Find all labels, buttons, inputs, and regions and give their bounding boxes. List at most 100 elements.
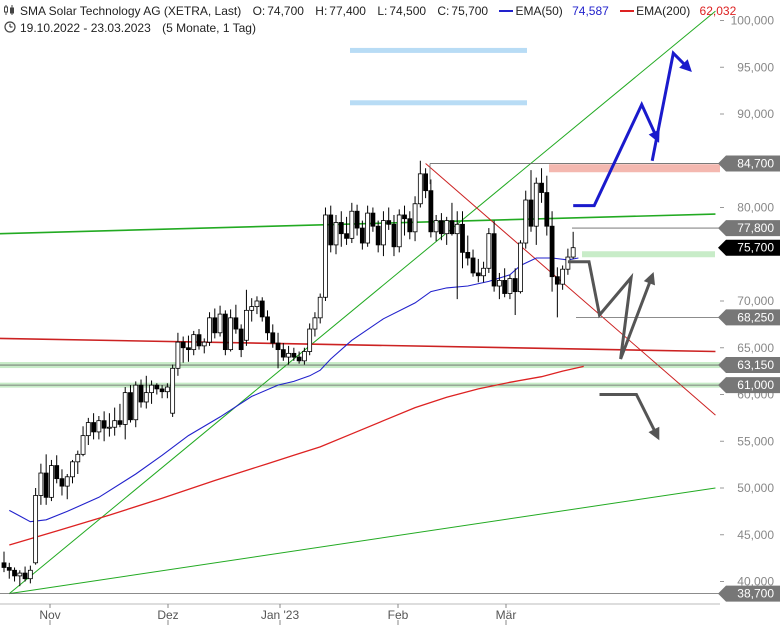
candle[interactable] [259,300,265,318]
candle[interactable] [570,247,576,258]
candle[interactable] [212,317,218,334]
candle[interactable] [175,341,181,369]
candle[interactable] [217,313,223,334]
time-axis[interactable]: Nov Dez Jan '23 Feb Mär [0,603,720,625]
candle[interactable] [275,342,281,351]
candle[interactable] [475,272,481,277]
candle[interactable] [554,276,560,285]
candle[interactable] [333,222,339,246]
candle[interactable] [428,190,434,233]
candle[interactable] [539,182,544,193]
candle[interactable] [423,173,429,192]
candle[interactable] [201,341,207,347]
candle[interactable] [54,465,60,480]
candle[interactable] [80,435,86,455]
candle[interactable] [544,192,550,227]
candle[interactable] [349,210,355,239]
candle[interactable] [238,328,244,351]
candle[interactable] [207,317,212,343]
candle[interactable] [222,313,228,351]
candle[interactable] [412,203,418,233]
candle[interactable] [228,317,234,351]
candle[interactable] [27,569,33,580]
candle[interactable] [233,317,239,330]
candle[interactable] [112,420,118,428]
candle[interactable] [249,306,255,311]
candle[interactable] [196,334,202,347]
candle[interactable] [75,453,81,463]
candle[interactable] [338,222,344,235]
candle[interactable] [549,225,555,278]
candle[interactable] [365,212,371,244]
candle[interactable] [454,223,460,235]
candle[interactable] [133,384,139,421]
candle[interactable] [244,309,249,341]
candle[interactable] [402,214,407,220]
candle[interactable] [328,214,334,246]
candle[interactable] [518,242,523,293]
candle[interactable] [307,328,313,352]
candle[interactable] [512,278,518,293]
candle[interactable] [523,199,529,244]
candle[interactable] [286,352,291,358]
candle[interactable] [265,316,270,334]
candle[interactable] [465,251,471,259]
candle[interactable] [6,567,12,571]
candle[interactable] [64,476,70,487]
candle[interactable] [375,225,381,246]
candle[interactable] [470,257,476,274]
candle[interactable] [149,384,154,394]
candle[interactable] [186,347,191,351]
candle[interactable] [481,267,486,277]
candle[interactable] [33,495,39,564]
candle[interactable] [38,472,44,496]
candle[interactable] [17,572,23,577]
candle[interactable] [117,420,123,425]
candle[interactable] [528,199,534,227]
candle[interactable] [359,227,365,244]
candle[interactable] [12,569,17,577]
candle[interactable] [85,422,91,437]
candle[interactable] [143,392,149,403]
candles-layer[interactable] [1,160,576,587]
candle[interactable] [354,210,360,229]
candle[interactable] [391,223,397,248]
candle[interactable] [449,220,455,235]
candle[interactable] [191,334,197,351]
candle[interactable] [91,422,96,433]
candle[interactable] [22,572,28,580]
candle[interactable] [49,465,54,498]
candle[interactable] [386,220,392,225]
candle[interactable] [43,472,49,498]
candle[interactable] [312,317,318,330]
candle[interactable] [59,478,65,487]
candle[interactable] [170,367,176,414]
candle[interactable] [381,220,386,246]
candle[interactable] [507,278,513,294]
candle[interactable] [154,384,160,390]
candle[interactable] [107,426,112,429]
candle[interactable] [486,233,492,269]
candle[interactable] [496,280,502,287]
candle[interactable] [301,351,307,362]
candle[interactable] [396,214,402,248]
candle[interactable] [370,212,376,227]
candle[interactable] [407,218,413,233]
candle[interactable] [344,233,349,239]
candle[interactable] [433,220,439,233]
candle[interactable] [122,392,128,425]
candle[interactable] [417,173,423,205]
candle[interactable] [1,562,7,568]
candle[interactable] [491,233,497,287]
candle[interactable] [502,280,508,294]
candle[interactable] [254,300,260,308]
candle[interactable] [101,420,107,429]
candle[interactable] [270,332,276,344]
candle[interactable] [180,341,186,349]
candle[interactable] [138,384,144,403]
candle[interactable] [128,392,133,421]
candle[interactable] [444,220,450,235]
candle[interactable] [460,223,465,253]
candle[interactable] [291,352,297,358]
